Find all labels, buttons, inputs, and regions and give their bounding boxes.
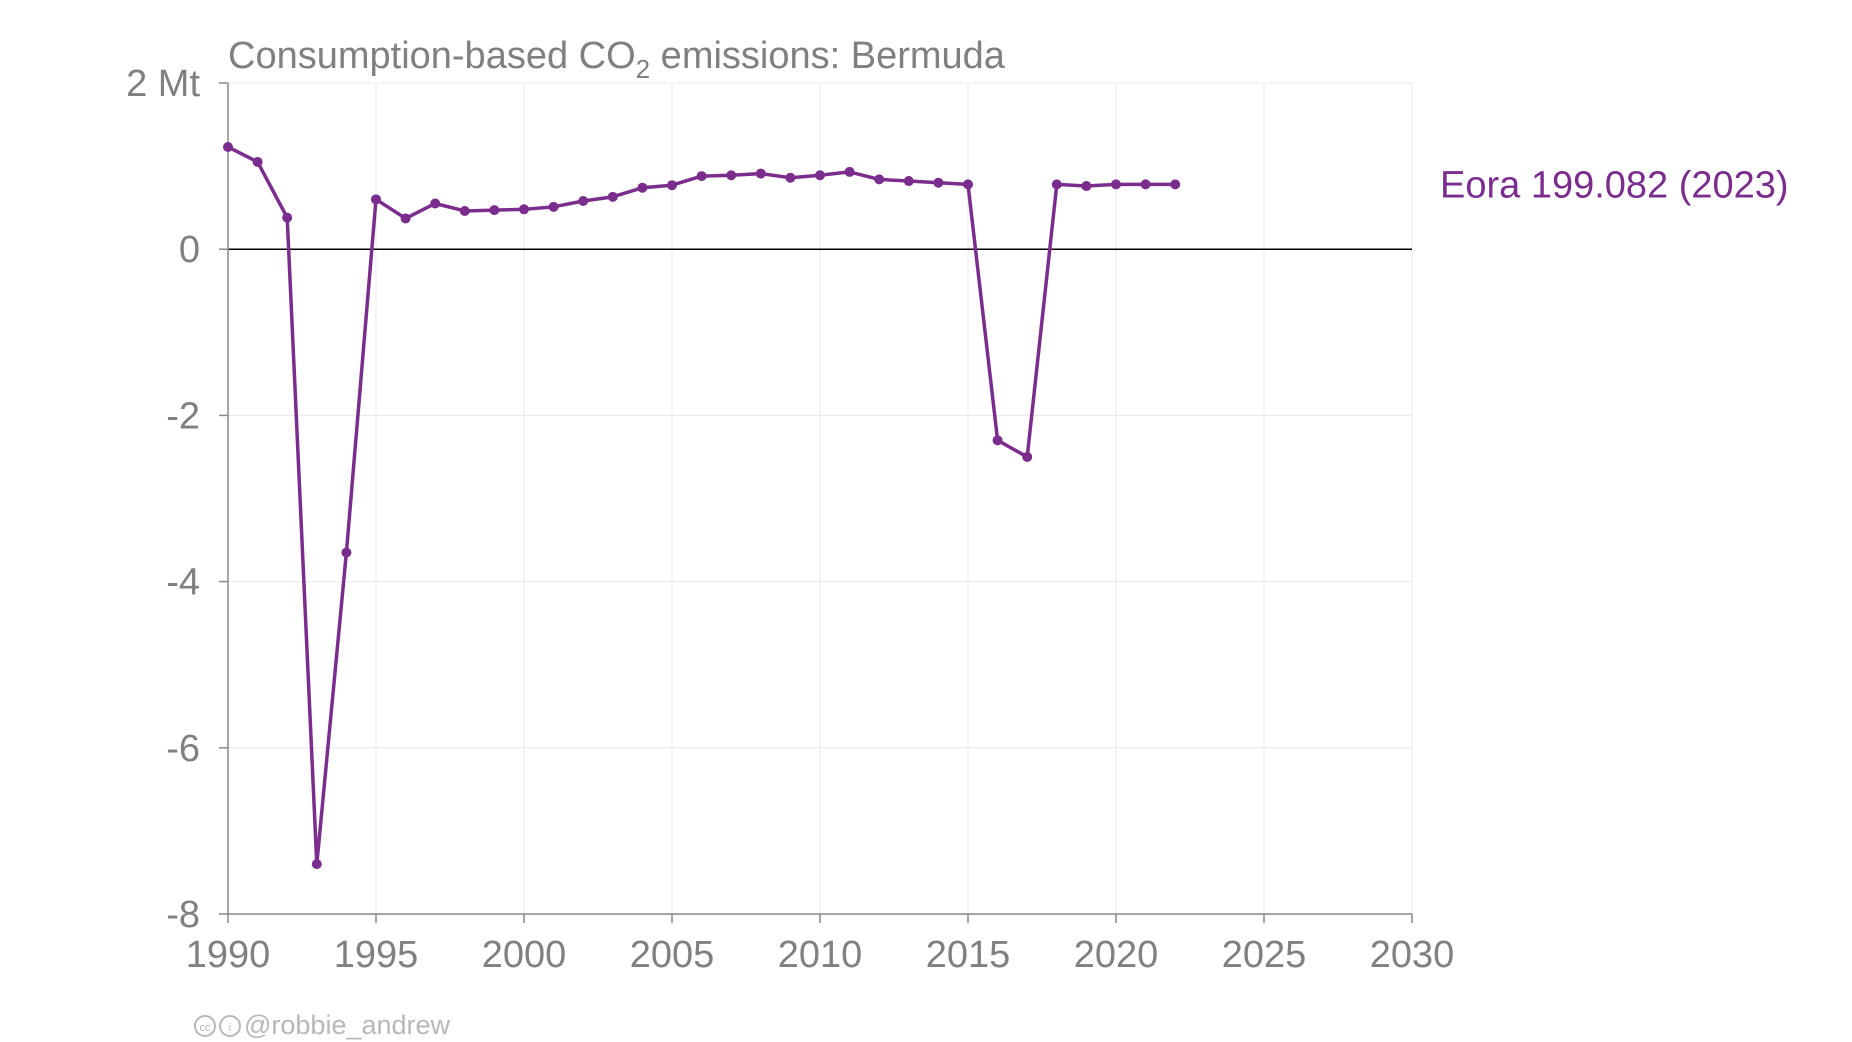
labels: Eora 199.082 (2023) (1440, 164, 1789, 206)
data-point (696, 171, 707, 182)
y-tick-label: -6 (166, 728, 200, 770)
credit-handle: @robbie_andrew (244, 1010, 451, 1040)
data-point (933, 177, 944, 188)
series-line (227, 145, 1176, 866)
x-tick-label: 2030 (1370, 934, 1455, 976)
x-tick-label: 2020 (1074, 934, 1159, 976)
grid (227, 82, 1413, 915)
chart-title-main: Consumption-based CO (228, 35, 636, 77)
credit: cc i @robbie_andrew (194, 1010, 450, 1041)
data-point (311, 859, 322, 870)
y-tick-label: -4 (166, 562, 200, 604)
data-point (815, 170, 825, 181)
data-point (785, 172, 796, 183)
data-point (341, 547, 352, 558)
axes: 1990 1995 2000 2005 2010 2015 2020 2025 2030 2 Mt… (126, 63, 1454, 976)
series-layer (223, 141, 1181, 870)
x-tick-label: 2010 (778, 934, 863, 976)
data-point (1081, 181, 1092, 192)
y-tick-label: -8 (166, 894, 200, 936)
attribution-icon: i (219, 1014, 241, 1037)
data-point (903, 176, 914, 187)
chart-title-subscript: 2 (636, 54, 650, 84)
y-tick-label: 0 (179, 229, 200, 271)
data-point (844, 166, 855, 177)
data-point (282, 212, 293, 223)
x-tick-label: 2005 (630, 934, 715, 976)
data-point (430, 198, 441, 209)
data-point (519, 204, 529, 215)
data-point (726, 170, 737, 181)
chart-title-rest: emissions: Bermuda (650, 35, 1006, 77)
cc-icon: cc (194, 1014, 216, 1037)
x-tick-label: 2015 (926, 934, 1011, 976)
data-point (400, 213, 411, 224)
data-point (667, 180, 677, 191)
data-point (963, 179, 973, 190)
data-point (1051, 179, 1062, 190)
data-point (252, 156, 263, 167)
data-point (1111, 179, 1121, 190)
x-tick-label: 2025 (1222, 934, 1307, 976)
data-point (607, 191, 618, 202)
data-point (874, 174, 885, 185)
y-tick-label: 2 Mt (126, 63, 200, 105)
x-tick-label: 1990 (186, 934, 271, 976)
x-tick-label: 2000 (482, 934, 567, 976)
data-point (548, 201, 559, 212)
data-point (371, 194, 381, 205)
data-point (489, 205, 500, 216)
data-point (637, 182, 648, 193)
data-point (992, 435, 1003, 446)
data-point (223, 141, 233, 152)
data-point (1170, 179, 1181, 190)
x-tick-label: 1995 (334, 934, 419, 976)
data-point (459, 205, 470, 216)
y-tick-label: -2 (166, 395, 200, 437)
data-point (755, 168, 766, 179)
series-label: Eora 199.082 (2023) (1440, 164, 1789, 206)
chart-title: Consumption-based CO2 emissions: Bermuda (228, 35, 1006, 84)
data-point (1140, 179, 1151, 190)
data-point (578, 196, 589, 207)
data-point (1022, 451, 1033, 462)
